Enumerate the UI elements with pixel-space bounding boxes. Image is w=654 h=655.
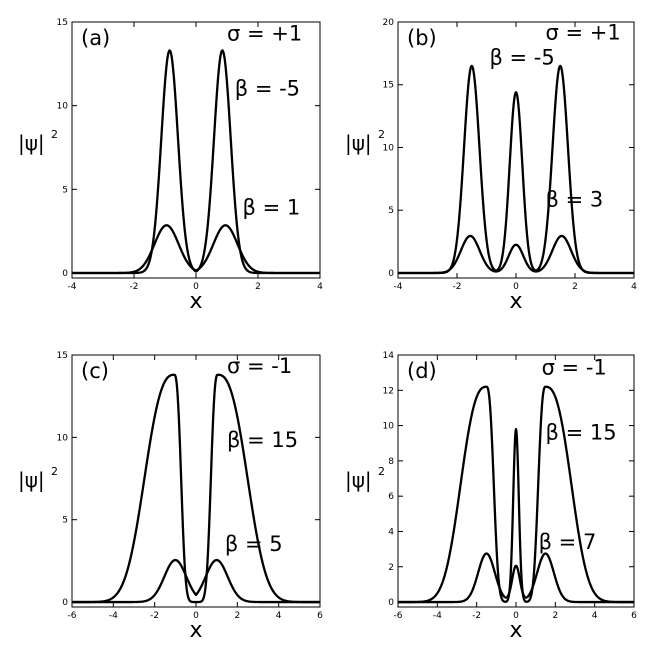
x-tick-label: -4 bbox=[394, 282, 403, 292]
y-axis-label: |ψ| bbox=[18, 131, 45, 155]
x-axis-label: x bbox=[189, 289, 202, 314]
y-tick-label: 10 bbox=[57, 102, 69, 112]
y-tick-label: 10 bbox=[383, 422, 395, 432]
x-tick-label: -4 bbox=[109, 611, 118, 621]
x-tick-label: 0 bbox=[193, 611, 199, 621]
annotation: σ = +1 bbox=[546, 21, 621, 45]
x-tick-label: -2 bbox=[130, 282, 139, 292]
series-line-0 bbox=[398, 64, 634, 275]
y-tick-label: 2 bbox=[388, 563, 394, 573]
x-axis-label: x bbox=[509, 289, 522, 314]
x-tick-label: 2 bbox=[572, 282, 578, 292]
series-line-0 bbox=[398, 385, 634, 604]
x-tick-label: -2 bbox=[472, 611, 481, 621]
y-axis-label: |ψ| bbox=[345, 468, 372, 492]
annotation: β = 5 bbox=[225, 532, 283, 556]
annotation: σ = +1 bbox=[227, 21, 302, 45]
y-tick-label: 5 bbox=[62, 185, 68, 195]
x-tick-label: 0 bbox=[513, 282, 519, 292]
x-tick-label: 2 bbox=[552, 611, 558, 621]
series-line-1 bbox=[398, 234, 634, 275]
y-axis-label: |ψ| bbox=[18, 468, 45, 492]
annotation: β = 1 bbox=[243, 195, 301, 219]
x-tick-label: -6 bbox=[394, 611, 403, 621]
annotation: β = -5 bbox=[489, 46, 554, 70]
plot-frame bbox=[397, 354, 635, 608]
x-tick-label: -6 bbox=[68, 611, 77, 621]
annotation: σ = -1 bbox=[227, 354, 292, 378]
x-tick-label: 0 bbox=[513, 611, 519, 621]
annotation: β = 15 bbox=[546, 421, 617, 445]
panel-2: -6 -4 -2 0 2 4 6 0 5 10 15 x |ψ| 2 (c) σ = -1 β = 15 β = … bbox=[18, 351, 323, 643]
y-axis-label-superscript: 2 bbox=[51, 128, 58, 141]
panel-3: -6 -4 -2 0 2 4 6 0 2 4 6 8 10 12 14 x |ψ| 2 (d) σ = -1 β = 1… bbox=[345, 351, 637, 643]
y-tick-label: 0 bbox=[388, 598, 394, 608]
series-line-1 bbox=[72, 224, 320, 275]
x-tick-label: -2 bbox=[453, 282, 462, 292]
y-tick-label: 12 bbox=[383, 386, 394, 396]
series-line-1 bbox=[398, 552, 634, 604]
annotation: β = 3 bbox=[546, 187, 604, 211]
x-tick-label: -4 bbox=[68, 282, 77, 292]
x-tick-label: 4 bbox=[592, 611, 598, 621]
panel-label: (c) bbox=[81, 359, 109, 383]
panel-label: (a) bbox=[81, 26, 110, 50]
annotation: β = -5 bbox=[235, 77, 300, 101]
y-tick-label: 8 bbox=[388, 457, 394, 467]
plot-frame bbox=[71, 21, 321, 279]
x-axis-label: x bbox=[189, 618, 202, 643]
y-tick-label: 5 bbox=[388, 206, 394, 216]
y-tick-label: 20 bbox=[383, 18, 395, 28]
series-line-1 bbox=[72, 558, 320, 604]
panel-1: -4 -2 0 2 4 0 5 10 15 20 x |ψ| 2 (b) σ = +1β = -5 β = 3 bbox=[345, 18, 637, 314]
y-tick-label: 15 bbox=[57, 18, 68, 28]
x-tick-label: -2 bbox=[150, 611, 159, 621]
x-tick-label: 4 bbox=[276, 611, 282, 621]
x-tick-label: 0 bbox=[193, 282, 199, 292]
y-axis-label-superscript: 2 bbox=[378, 128, 385, 141]
y-tick-label: 14 bbox=[383, 351, 395, 361]
y-axis-label-superscript: 2 bbox=[51, 465, 58, 478]
x-tick-label: 4 bbox=[317, 282, 323, 292]
annotation: β = 7 bbox=[539, 530, 597, 554]
x-tick-label: -4 bbox=[433, 611, 442, 621]
panel-label: (d) bbox=[407, 359, 437, 383]
y-tick-label: 10 bbox=[383, 143, 395, 153]
y-axis-label: |ψ| bbox=[345, 131, 372, 155]
panel-label: (b) bbox=[407, 26, 437, 50]
x-tick-label: 6 bbox=[631, 611, 637, 621]
annotation: σ = -1 bbox=[542, 355, 607, 379]
x-tick-label: 2 bbox=[234, 611, 240, 621]
y-tick-label: 6 bbox=[388, 492, 394, 502]
x-tick-label: 2 bbox=[255, 282, 261, 292]
y-tick-label: 0 bbox=[62, 598, 68, 608]
y-axis-label-superscript: 2 bbox=[378, 465, 385, 478]
y-tick-label: 15 bbox=[383, 81, 394, 91]
plot-frame bbox=[71, 354, 321, 608]
x-tick-label: 6 bbox=[317, 611, 323, 621]
y-tick-label: 15 bbox=[57, 351, 68, 361]
y-tick-label: 4 bbox=[388, 527, 394, 537]
x-axis-label: x bbox=[509, 618, 522, 643]
panel-0: -4 -2 0 2 4 0 5 10 15 x |ψ| 2 (a) σ = +1 β = -5 β = 1 bbox=[18, 18, 323, 314]
series-line-0 bbox=[72, 373, 320, 604]
annotation: β = 15 bbox=[227, 428, 298, 452]
y-tick-label: 10 bbox=[57, 433, 69, 443]
y-tick-label: 0 bbox=[388, 269, 394, 279]
x-tick-label: 4 bbox=[631, 282, 637, 292]
y-tick-label: 5 bbox=[62, 516, 68, 526]
y-tick-label: 0 bbox=[62, 269, 68, 279]
